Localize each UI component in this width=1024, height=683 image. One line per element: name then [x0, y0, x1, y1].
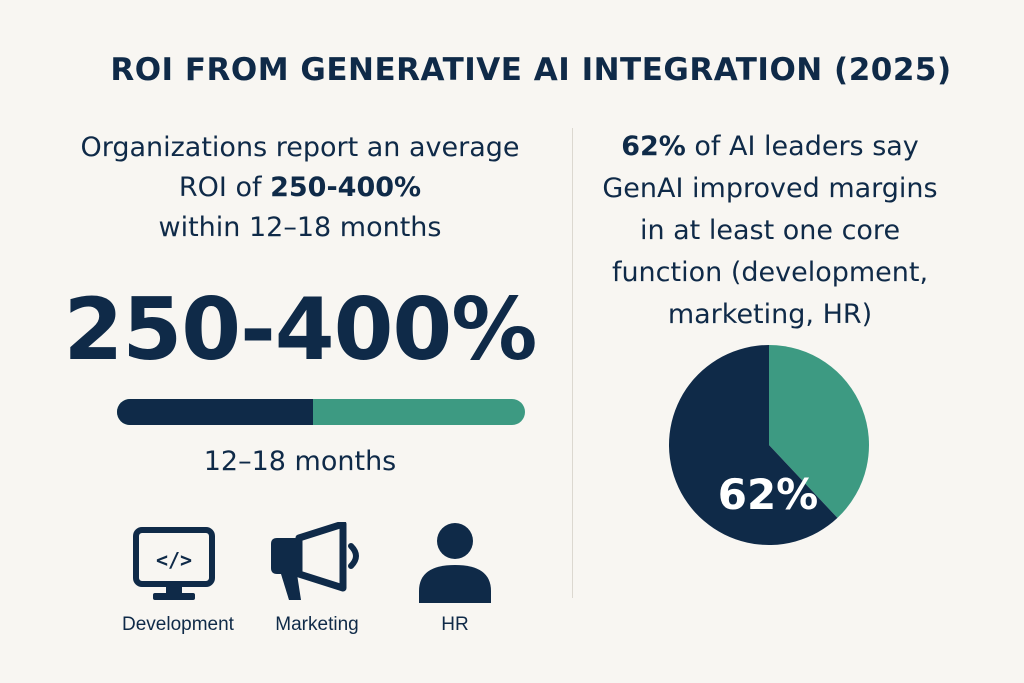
- roi-line-2-bold: 250-400%: [270, 172, 422, 203]
- timeframe-bar: [117, 399, 525, 425]
- person-icon: [419, 523, 491, 603]
- megaphone-icon: [271, 522, 359, 600]
- icon-label-marketing: Marketing: [275, 614, 359, 635]
- margins-line-2: GenAI improved margins: [602, 173, 938, 204]
- margins-line-3: in at least one core: [639, 215, 901, 246]
- margins-line-1-bold: 62%: [621, 131, 686, 162]
- roi-big-number: 250-400%: [63, 280, 538, 380]
- pie-slice-1: [669, 345, 838, 545]
- icon-label-hr: HR: [441, 614, 469, 635]
- roi-line-1: Organizations report an average: [80, 132, 520, 163]
- roi-line-2: ROI of 250-400%: [60, 168, 540, 208]
- margins-description: 62% of AI leaders say GenAI improved mar…: [590, 126, 950, 336]
- column-divider: [572, 128, 573, 598]
- pie-slice-0: [769, 345, 869, 518]
- page-title: ROI FROM GENERATIVE AI INTEGRATION (2025…: [110, 52, 952, 88]
- pie-annotation-label: 62%: [717, 470, 819, 519]
- roi-description: Organizations report an average ROI of 2…: [60, 128, 540, 248]
- margins-line-1: 62% of AI leaders say: [590, 126, 950, 168]
- margins-line-4: function (development,: [611, 257, 929, 288]
- margins-line-1-rest: of AI leaders say: [685, 131, 919, 162]
- roi-line-2-pre: ROI of: [178, 172, 271, 203]
- icon-label-development: Development: [122, 614, 234, 635]
- roi-line-3: within 12–18 months: [158, 212, 442, 243]
- monitor-code-icon: </>: [133, 527, 215, 600]
- margins-pie-chart: [669, 345, 869, 545]
- svg-text:</>: </>: [156, 548, 192, 572]
- margins-line-5: marketing, HR): [667, 299, 873, 330]
- timeframe-label: 12–18 months: [203, 446, 397, 477]
- timeframe-bar-fill: [117, 399, 313, 425]
